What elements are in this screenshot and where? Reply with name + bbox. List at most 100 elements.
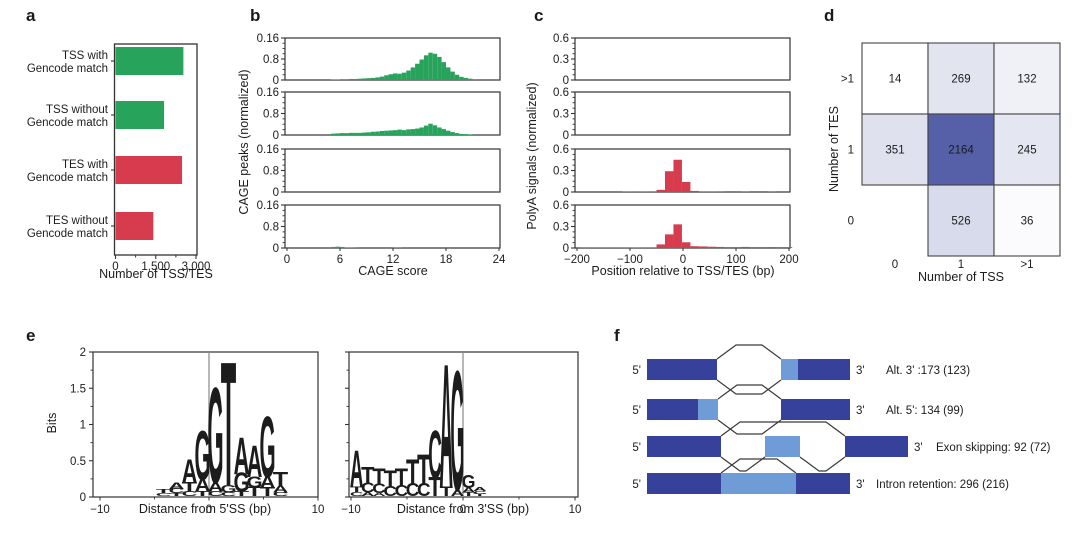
logo-letter-T: T: [234, 490, 250, 498]
five-prime-label: 5': [632, 365, 641, 377]
panel-c-chart-hist-bar: [648, 247, 657, 248]
panel-c-chart-hist-bar: [664, 234, 674, 248]
a-bar: [115, 212, 154, 240]
panel-b-chart-hist-bar: [379, 76, 385, 80]
logo-letter-T: T: [221, 324, 236, 523]
tick-label: 12: [387, 254, 400, 266]
e-right-x-axis-label: Distance from 3'SS (bp): [396, 502, 530, 516]
panel-b-chart-hist-bar: [437, 56, 442, 80]
logo-letter-G: G: [233, 468, 249, 498]
a-bar-category-line1: TES with: [62, 159, 108, 171]
logo-letter-T: T: [361, 462, 375, 488]
panel-c-chart-hist-bar: [758, 247, 767, 248]
tick-label: 0: [563, 75, 569, 87]
panel-b-chart-hist-bar: [419, 59, 424, 80]
panel-c-chart-hist-bar: [732, 247, 742, 248]
panel-b-chart-hist-bar: [331, 133, 336, 135]
heatmap-row-label: >1: [841, 74, 854, 86]
panel-b-chart-hist-bar: [415, 63, 420, 80]
logo-letter-C: C: [350, 491, 364, 498]
b-x-axis-label: CAGE score: [358, 264, 428, 278]
panel-b-chart-hist-bar: [335, 133, 340, 135]
tick-label: −200: [564, 254, 590, 266]
a-bar-category-line2: Gencode match: [27, 172, 108, 184]
five-prime-label: 5': [632, 442, 641, 454]
splice-path: [720, 456, 766, 472]
panel-b-chart-hist-bar: [423, 125, 429, 135]
exon-block: [647, 359, 717, 380]
logo-letter-T: T: [440, 484, 453, 499]
logo-letter-A: A: [260, 473, 276, 492]
three-prime-label: 3': [856, 405, 865, 417]
panel-e-logo-5ss: 21.510.50−10 0 10CTTCACTATAGCAGCGTTGATGATA…: [70, 324, 324, 523]
tick-label: 0.16: [257, 87, 279, 99]
panel-b-chart-hist-bar: [339, 79, 345, 80]
panel-b-chart-hist-bar: [392, 73, 398, 80]
tick-label: 1: [80, 420, 86, 432]
heatmap-cell: [993, 184, 1061, 257]
panel-b-chart-hist-bar: [437, 127, 442, 135]
panel-b-chart-hist-bar: [459, 76, 464, 80]
panel-b-chart-hist-bar: [366, 132, 371, 135]
tick-label: 200: [779, 254, 798, 266]
panel-b-chart: 0.160.800.160.800.160.800.160.800 6 12 18 24: [257, 33, 506, 266]
panel-b-chart-hist-bar: [397, 73, 402, 80]
panel-letter-b: b: [250, 6, 261, 25]
panel-b-chart-hist-bar: [331, 246, 336, 248]
logo-letter-T: T: [247, 485, 263, 500]
heatmap-cell-value: 14: [889, 74, 902, 86]
a-bar-category-line1: TSS with: [62, 50, 108, 62]
logo-letter-C: C: [473, 490, 487, 495]
logo-letter-C: C: [208, 490, 224, 498]
panel-b-chart-hist-bar: [454, 133, 460, 135]
panel-b-chart-hist-bar: [445, 67, 451, 80]
panel-b-chart-hist-bar: [423, 55, 429, 80]
logo-letter-T: T: [260, 485, 275, 499]
tick-label: 10: [312, 504, 325, 516]
three-prime-label: 3': [914, 442, 923, 454]
panel-b-chart-subplot-border: [284, 37, 501, 81]
logo-letter-A: A: [169, 481, 185, 491]
exon-block: [845, 436, 908, 457]
tick-label: 100: [726, 254, 745, 266]
a-bar: [115, 156, 183, 184]
panel-b-chart-hist-bar: [348, 78, 354, 80]
panel-c-chart-hist-bar: [783, 247, 793, 248]
logo-letter-A: A: [473, 486, 487, 493]
exon-block: [781, 399, 850, 420]
panel-b-chart-hist-bar: [357, 132, 363, 135]
logo-letter-A: A: [451, 489, 465, 499]
tick-label: −10: [341, 504, 361, 516]
panel-b-chart-hist-bar: [472, 79, 477, 80]
logo-letter-A: A: [462, 486, 476, 494]
alt-region-block: [781, 359, 798, 380]
panel-b-chart-hist-bar: [339, 246, 345, 248]
logo-letter-T: T: [395, 463, 409, 491]
heatmap-cell: [861, 113, 929, 186]
a-bar-category-line1: TES without: [46, 215, 109, 227]
logo-letter-C: C: [156, 492, 172, 497]
panel-c-chart-hist-bar: [648, 191, 657, 192]
panel-c-chart-hist-bar: [690, 190, 699, 192]
tick-label: 0: [112, 261, 118, 273]
logo-letter-T: T: [473, 493, 487, 497]
panel-b-chart-hist-bar: [441, 62, 446, 80]
logo-letter-T: T: [195, 490, 211, 498]
panel-b-chart-hist-bar: [406, 129, 411, 135]
alt-region-block: [698, 399, 718, 420]
panel-c-chart-hist-bar: [698, 191, 708, 192]
tick-label: 6: [337, 254, 343, 266]
heatmap-col-label: 1: [958, 259, 964, 271]
logo-letter-A: A: [361, 491, 375, 498]
logo-letter-A: A: [182, 453, 198, 491]
panel-b-chart-hist-bar: [335, 246, 340, 248]
panel-b-chart-hist-bar: [344, 247, 349, 248]
logo-letter-G: G: [194, 418, 210, 497]
tick-label: 0: [273, 75, 279, 87]
logo-letter-C: C: [221, 491, 237, 497]
panel-b-chart-subplot-border: [284, 91, 501, 136]
splice-event-label: Alt. 5': 134 (99): [886, 405, 964, 417]
a-bar-category-line1: TSS without: [46, 104, 109, 116]
splice-path: [799, 456, 846, 472]
panel-b-chart-hist-bar: [410, 67, 416, 80]
